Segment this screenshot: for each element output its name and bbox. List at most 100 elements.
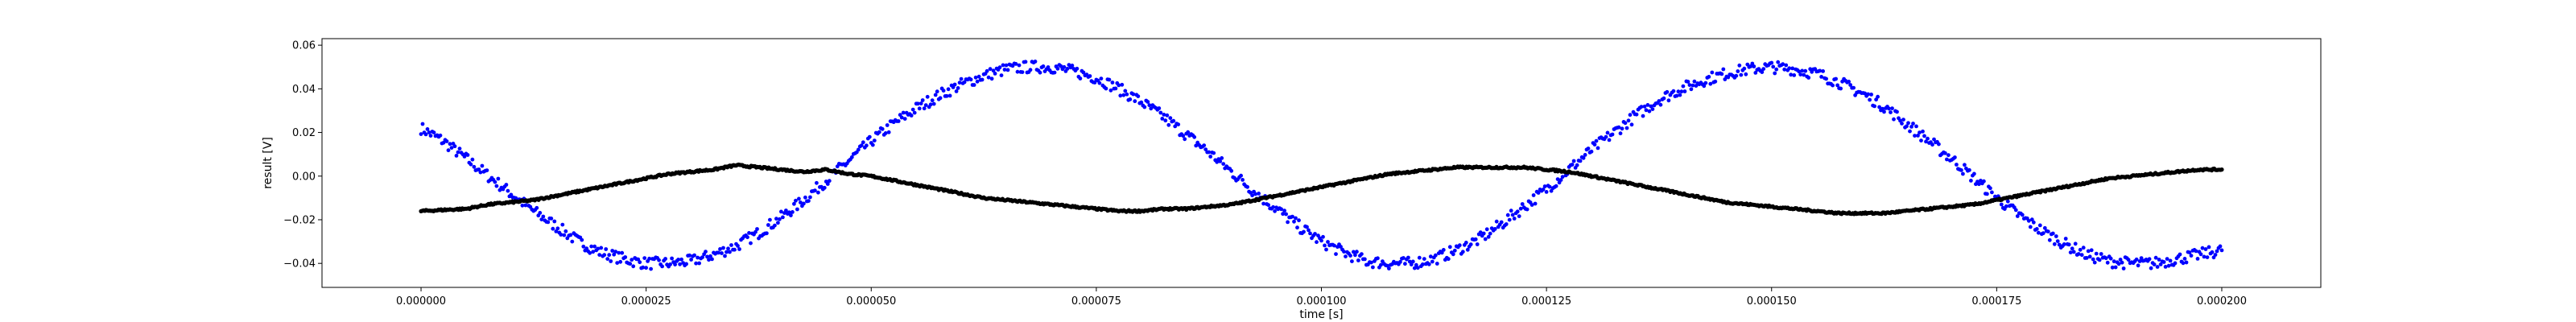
data-point <box>1350 259 1354 263</box>
data-point <box>1919 138 1923 143</box>
data-point <box>910 107 915 112</box>
data-point <box>1041 64 1046 68</box>
data-point <box>419 132 423 137</box>
data-point <box>923 103 928 108</box>
data-point <box>1163 118 1168 123</box>
data-point <box>1323 243 1327 248</box>
data-point <box>2181 261 2186 266</box>
data-point <box>2219 167 2224 172</box>
data-point <box>991 68 996 73</box>
data-point <box>1023 60 1028 64</box>
data-point <box>2057 242 2062 247</box>
data-point <box>1781 62 1785 67</box>
data-point <box>551 226 555 231</box>
data-point <box>2149 266 2153 270</box>
data-point <box>1645 102 1650 107</box>
data-point <box>2078 247 2083 252</box>
data-point <box>1136 94 1141 98</box>
data-point <box>1547 184 1552 189</box>
data-point <box>564 229 568 233</box>
data-point <box>791 210 795 214</box>
data-point <box>641 265 646 270</box>
data-point <box>1509 208 1513 213</box>
data-point <box>1607 138 1612 142</box>
data-point <box>724 250 729 254</box>
data-point <box>909 114 914 118</box>
data-point <box>1872 104 1877 109</box>
data-point <box>2034 227 2039 231</box>
data-point <box>452 144 457 149</box>
data-point <box>2020 213 2025 217</box>
data-point <box>687 253 691 258</box>
data-point <box>1070 64 1075 68</box>
data-point <box>485 168 489 173</box>
data-point <box>747 231 751 235</box>
data-point <box>431 130 436 135</box>
data-point <box>797 196 801 201</box>
data-point <box>2089 248 2094 253</box>
data-point <box>2031 220 2036 225</box>
data-point <box>1117 83 1121 88</box>
data-point <box>1387 266 1391 270</box>
data-point <box>1665 89 1670 94</box>
data-point <box>2203 247 2208 251</box>
series-1 <box>419 60 2224 271</box>
data-point <box>1426 262 1431 266</box>
x-tick-label: 0.000025 <box>621 295 671 308</box>
data-point <box>2066 242 2071 247</box>
data-point <box>1002 68 1007 72</box>
data-point <box>462 155 467 159</box>
data-point <box>935 89 939 94</box>
data-point <box>1753 71 1758 75</box>
data-point <box>1512 217 1517 221</box>
data-point <box>2094 251 2099 256</box>
data-point <box>1253 192 1257 196</box>
data-point <box>2029 217 2034 222</box>
data-point <box>1589 149 1594 154</box>
data-point <box>477 167 481 171</box>
data-point <box>1918 130 1922 135</box>
data-point <box>1158 110 1163 115</box>
data-point <box>1610 132 1615 137</box>
data-point <box>1848 83 1853 87</box>
data-point <box>609 259 613 263</box>
data-point <box>1967 167 1971 172</box>
data-point <box>568 233 573 237</box>
data-point <box>883 131 888 135</box>
data-point <box>2076 252 2081 256</box>
data-point <box>1142 105 1147 109</box>
data-point <box>1647 109 1652 114</box>
data-point <box>1946 153 1951 158</box>
data-point <box>678 262 682 266</box>
series-2 <box>419 162 2224 217</box>
data-point <box>546 220 551 225</box>
data-point <box>1417 255 1422 260</box>
data-point <box>802 201 806 206</box>
data-point <box>2113 265 2118 270</box>
data-point <box>2182 257 2187 261</box>
data-point <box>2134 257 2139 262</box>
data-point <box>1703 80 1708 85</box>
data-point <box>1642 104 1647 109</box>
data-point <box>2071 250 2076 254</box>
data-point <box>1356 258 1360 262</box>
data-point <box>989 76 994 81</box>
data-point <box>1790 66 1795 71</box>
data-point <box>1657 99 1662 103</box>
data-point <box>2168 258 2173 263</box>
data-point <box>975 79 980 84</box>
data-point <box>1478 230 1483 234</box>
data-point <box>1463 241 1468 245</box>
data-point <box>941 89 946 93</box>
data-point <box>1626 118 1631 123</box>
data-point <box>2005 199 2010 204</box>
data-point <box>1782 67 1787 72</box>
data-point <box>729 243 733 247</box>
data-point <box>1422 257 1426 261</box>
data-point <box>1465 247 1470 252</box>
data-point <box>1286 220 1290 225</box>
x-tick-label: 0.000150 <box>1747 295 1797 308</box>
data-point <box>2161 260 2166 264</box>
data-point <box>552 219 557 224</box>
